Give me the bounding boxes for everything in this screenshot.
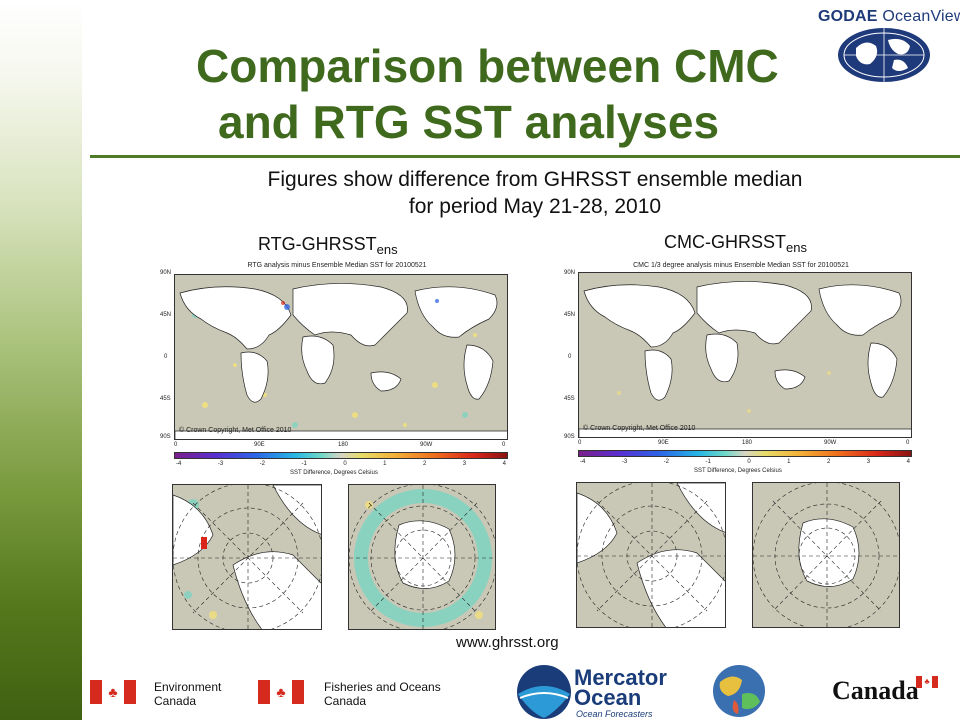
lat-label: 45N <box>564 312 576 318</box>
rtg-map-title: RTG analysis minus Ensemble Median SST f… <box>247 262 427 269</box>
lon-label: 0 <box>502 442 506 448</box>
antarctic-map-graphic <box>753 483 899 627</box>
env-line-1: Environment <box>154 680 222 694</box>
subtitle: Figures show difference from GHRSST ense… <box>140 166 930 220</box>
mercator-line-1: Mercator <box>574 665 667 690</box>
partner-globe-icon <box>713 665 765 717</box>
lon-label: 90W <box>420 442 433 448</box>
canada-flag-icon: ♣ <box>90 680 136 704</box>
rtg-label-sub: ens <box>376 242 398 257</box>
cmc-global-map: © Crown Copyright, Met Office 2010 <box>578 272 912 438</box>
rtg-label-main: RTG-GHRSST <box>258 234 377 254</box>
cb-tick: -1 <box>705 459 711 465</box>
cmc-arctic-map <box>576 482 726 628</box>
subtitle-line-2: for period May 21-28, 2010 <box>408 195 662 218</box>
canada-wordmark: Canada <box>832 676 919 705</box>
lon-label: 0 <box>174 442 178 448</box>
website-url[interactable]: www.ghrsst.org <box>456 634 559 651</box>
cb-tick: 3 <box>866 459 871 465</box>
cb-tick: 0 <box>747 459 751 465</box>
cmc-global-map-panel: CMC 1/3 degree analysis minus Ensemble M… <box>562 262 920 482</box>
lat-label: 0 <box>568 354 572 360</box>
rtg-label: RTG-GHRSSTens <box>258 234 398 257</box>
mercator-ocean-globe-icon <box>517 665 571 719</box>
lon-label: 0 <box>578 440 582 446</box>
cmc-label: CMC-GHRSSTens <box>664 232 807 255</box>
lat-label: 90N <box>564 270 576 276</box>
lon-label: 180 <box>338 442 349 448</box>
lon-label: 0 <box>906 440 910 446</box>
lon-label: 90E <box>658 440 669 446</box>
rtg-colorbar-title: SST Difference, Degrees Celsius <box>290 470 378 476</box>
cb-tick: -1 <box>301 461 307 467</box>
rtg-arctic-map <box>172 484 322 630</box>
cb-tick: -2 <box>663 459 669 465</box>
page-title: Comparison between CMC and RTG SST analy… <box>196 38 836 150</box>
canada-flag-icon: ♣ <box>258 680 304 704</box>
lon-label: 90W <box>824 440 837 446</box>
cb-tick: 2 <box>826 459 831 465</box>
mercator-line-2: Ocean <box>574 685 642 710</box>
cmc-antarctic-map <box>752 482 900 628</box>
title-line-2: and RTG SST analyses <box>218 96 720 148</box>
title-divider <box>90 155 960 158</box>
cb-tick: 4 <box>906 459 910 465</box>
cb-tick: -3 <box>217 461 224 467</box>
rtg-global-map-panel: RTG analysis minus Ensemble Median SST f… <box>158 262 516 482</box>
cb-tick: -4 <box>176 461 182 467</box>
lat-label: 45S <box>160 396 171 402</box>
arctic-map-graphic <box>173 485 321 629</box>
dfo-line-2: Canada <box>324 694 367 708</box>
cb-tick: 2 <box>422 461 427 467</box>
antarctic-map-graphic <box>349 485 495 629</box>
canada-wordmark-flag-icon: ♣ <box>916 676 938 688</box>
rtg-global-map: © Crown Copyright, Met Office 2010 <box>174 274 508 440</box>
lat-label: 90S <box>564 434 575 440</box>
side-gradient-bar <box>0 0 82 720</box>
lat-label: 0 <box>164 354 168 360</box>
subtitle-line-1: Figures show difference from GHRSST ense… <box>267 168 803 191</box>
rtg-colorbar-ticks: -4 -3 -2 -1 0 1 2 3 4 <box>176 461 506 467</box>
cmc-copyright: © Crown Copyright, Met Office 2010 <box>583 425 696 432</box>
cb-tick: 4 <box>502 461 506 467</box>
cb-tick: -2 <box>259 461 265 467</box>
mercator-tagline: Ocean Forecasters <box>576 709 653 719</box>
mercator-ocean-logo: Mercator Ocean <box>574 665 667 710</box>
lon-label: 180 <box>742 440 753 446</box>
brand-text: GODAE OceanView <box>818 8 960 26</box>
environment-canada-logo: Environment Canada <box>154 680 221 708</box>
env-line-2: Canada <box>154 694 197 708</box>
cb-tick: -3 <box>621 459 628 465</box>
cmc-colorbar <box>578 450 912 457</box>
world-map-graphic <box>579 273 911 437</box>
dfo-line-1: Fisheries and Oceans <box>324 680 441 694</box>
globe-icon <box>838 28 930 82</box>
cb-tick: 3 <box>462 461 467 467</box>
cmc-map-title: CMC 1/3 degree analysis minus Ensemble M… <box>633 262 849 269</box>
lat-label: 90S <box>160 434 171 440</box>
rtg-antarctic-map <box>348 484 496 630</box>
brand-thin: OceanView <box>882 8 960 25</box>
cmc-colorbar-title: SST Difference, Degrees Celsius <box>694 468 782 474</box>
cb-tick: 1 <box>787 459 791 465</box>
cb-tick: -4 <box>580 459 586 465</box>
world-map-graphic <box>175 275 507 439</box>
arctic-map-graphic <box>577 483 725 627</box>
cmc-colorbar-ticks: -4 -3 -2 -1 0 1 2 3 4 <box>580 459 910 465</box>
rtg-colorbar <box>174 452 508 459</box>
brand-bold: GODAE <box>818 8 878 25</box>
title-line-1: Comparison between CMC <box>196 40 779 92</box>
cb-tick: 0 <box>343 461 347 467</box>
dfo-logo: Fisheries and Oceans Canada <box>324 680 441 708</box>
rtg-copyright: © Crown Copyright, Met Office 2010 <box>179 427 292 434</box>
lat-label: 45N <box>160 312 172 318</box>
cmc-label-main: CMC-GHRSST <box>664 232 786 252</box>
godae-oceanview-logo: GODAE OceanView <box>818 4 960 84</box>
lat-label: 45S <box>564 396 575 402</box>
lat-label: 90N <box>160 270 172 276</box>
lon-label: 90E <box>254 442 265 448</box>
cb-tick: 1 <box>383 461 387 467</box>
cmc-label-sub: ens <box>786 240 807 255</box>
